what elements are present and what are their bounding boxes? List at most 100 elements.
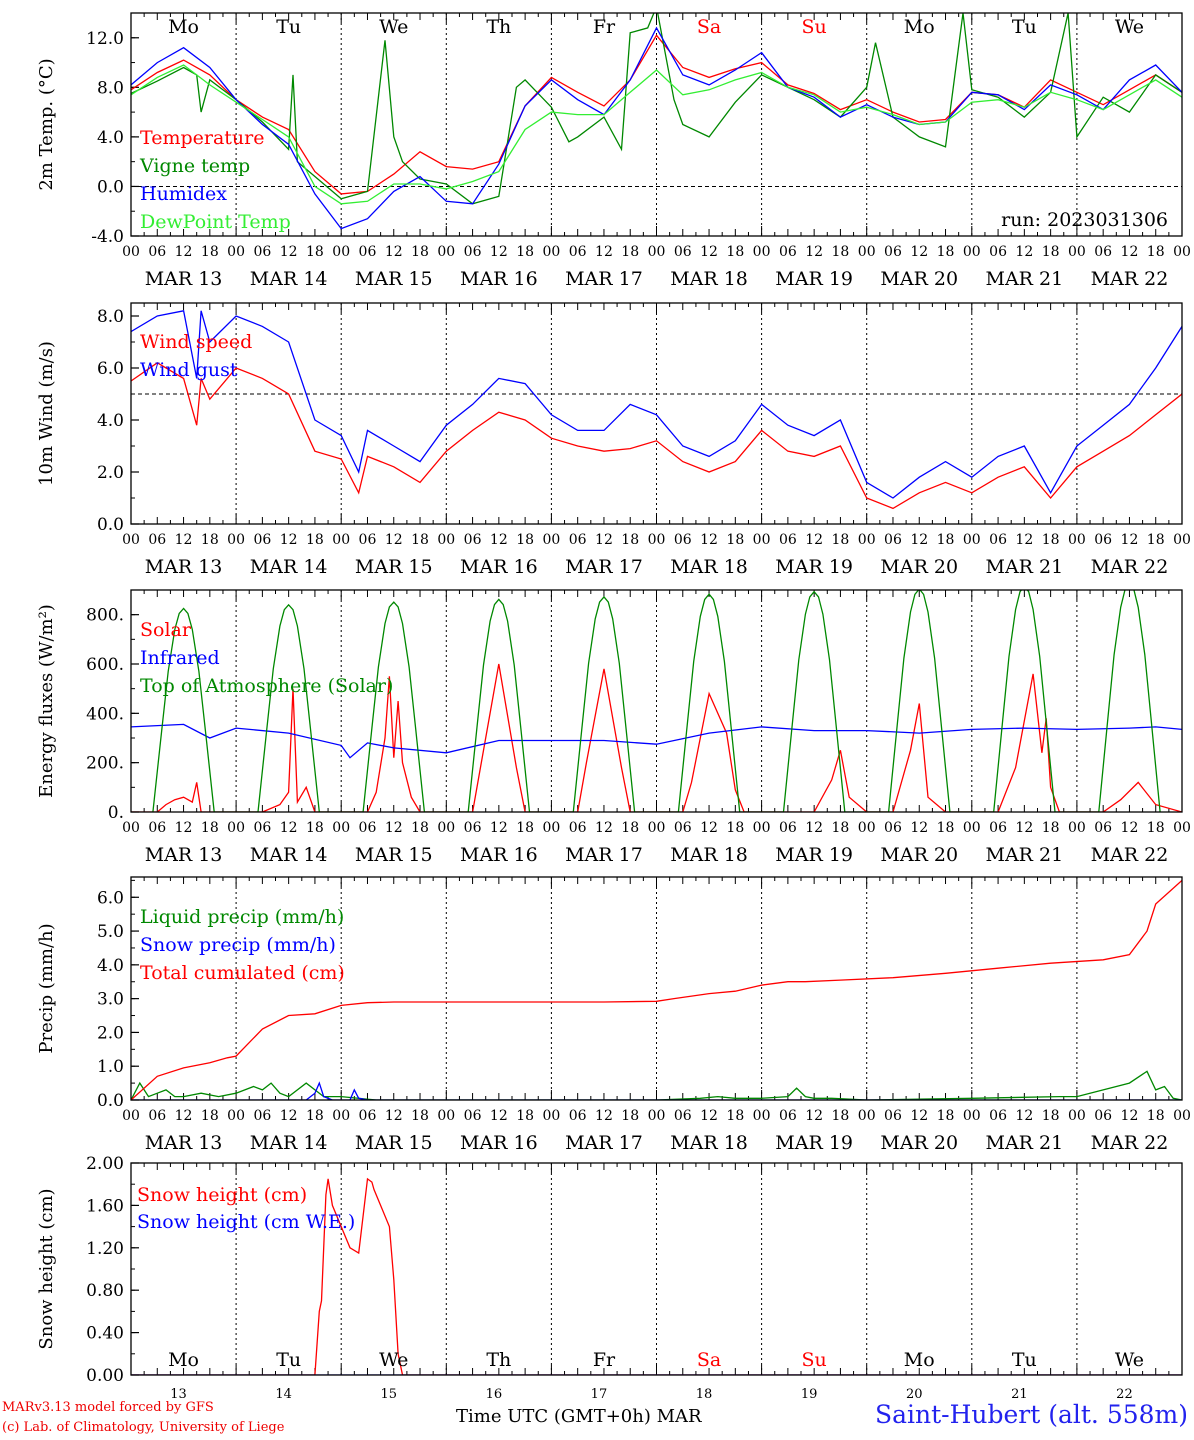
hour-label: 06 (253, 532, 271, 548)
hour-label: 12 (1015, 244, 1033, 260)
hour-label: 12 (910, 532, 928, 548)
y-tick-label: 1.60 (86, 1196, 124, 1216)
date-label: MAR 18 (670, 1132, 748, 1154)
model-credit: MARv3.13 model forced by GFS (2, 1400, 214, 1415)
hour-label: 00 (648, 532, 666, 548)
hour-label: 12 (490, 1108, 508, 1124)
run-label: run: 2023031306 (1001, 209, 1168, 231)
hour-label: 00 (122, 1108, 140, 1124)
y-tick-label: 4.0 (97, 956, 124, 976)
date-number: 16 (486, 1387, 503, 1402)
hour-label: 00 (648, 820, 666, 836)
hour-label: 00 (753, 820, 771, 836)
hour-label: 06 (464, 532, 482, 548)
y-tick-label: 0.80 (86, 1281, 124, 1301)
y-tick-label: 4.0 (97, 128, 124, 148)
hour-label: 06 (1094, 820, 1112, 836)
date-label: MAR 16 (460, 556, 538, 578)
date-label: MAR 19 (775, 268, 853, 290)
date-label: MAR 14 (250, 1132, 328, 1154)
y-tick-label: 2.00 (86, 1154, 124, 1174)
hour-label: 18 (201, 1108, 219, 1124)
legend-entry: Vigne temp (139, 155, 250, 177)
date-label: MAR 14 (250, 268, 328, 290)
date-label: MAR 22 (1091, 1132, 1169, 1154)
hour-label: 12 (1121, 820, 1139, 836)
hour-label: 12 (175, 532, 193, 548)
series-line-temperature (131, 34, 1182, 195)
hour-label: 12 (910, 1108, 928, 1124)
plot-frame (130, 302, 1183, 525)
series-line-liquid-precip-mm-h (131, 1070, 1182, 1100)
hour-label: 06 (674, 820, 692, 836)
time-axis-title: Time UTC (GMT+0h) (456, 1406, 651, 1427)
hour-label: 12 (595, 532, 613, 548)
hour-label: 18 (411, 820, 429, 836)
y-tick-label: 8.0 (97, 307, 124, 327)
hour-label: 12 (700, 244, 718, 260)
day-name: Th (486, 1349, 511, 1371)
hour-label: 00 (648, 244, 666, 260)
hour-label: 06 (1094, 1108, 1112, 1124)
day-name: Mo (168, 1349, 199, 1371)
hour-label: 12 (385, 1108, 403, 1124)
hour-label: 18 (621, 244, 639, 260)
date-label: MAR 20 (880, 1132, 958, 1154)
y-tick-label: 200. (86, 754, 124, 774)
date-label: MAR 19 (775, 556, 853, 578)
legend-entry: Total cumulated (cm) (140, 962, 345, 984)
y-tick-label: 4.0 (97, 411, 124, 431)
hour-label: 06 (569, 1108, 587, 1124)
hour-label: 18 (201, 244, 219, 260)
hour-label: 18 (937, 820, 955, 836)
hour-label: 12 (280, 244, 298, 260)
date-label: MAR 15 (355, 844, 433, 866)
hour-label: 18 (937, 532, 955, 548)
hour-label: 12 (280, 1108, 298, 1124)
hour-label: 00 (332, 1108, 350, 1124)
series-line-snow-height-cm (131, 1177, 1182, 1375)
hour-label: 06 (569, 532, 587, 548)
hour-label: 00 (1173, 1108, 1191, 1124)
date-label: MAR 21 (985, 844, 1063, 866)
day-name: Mo (168, 16, 199, 38)
hour-label: 12 (280, 820, 298, 836)
date-label: MAR 20 (880, 556, 958, 578)
hour-label: 00 (332, 820, 350, 836)
hour-label: 18 (1042, 244, 1060, 260)
panel-2: 0.0 2.0 4.0 6.0 8.0 Wind speed Wind gust 10m Wi… (36, 302, 1191, 578)
hour-label: 00 (227, 820, 245, 836)
hour-label: 18 (411, 244, 429, 260)
hour-label: 12 (700, 532, 718, 548)
hour-label: 00 (122, 532, 140, 548)
y-tick-label: 12.0 (86, 29, 124, 49)
date-label: MAR 17 (565, 844, 643, 866)
legend-entry: Snow height (cm) (137, 1184, 307, 1206)
hour-label: 06 (569, 244, 587, 260)
hour-label: 00 (963, 244, 981, 260)
hour-label: 18 (516, 532, 534, 548)
hour-label: 18 (1042, 820, 1060, 836)
hour-label: 12 (595, 820, 613, 836)
y-tick-label: 3.0 (97, 990, 124, 1010)
hour-label: 12 (385, 820, 403, 836)
hour-label: 12 (595, 244, 613, 260)
panel-5: 0.00 0.40 0.80 1.20 1.60 2.00 Snow height (cm)… (36, 1154, 1183, 1386)
hour-label: 06 (359, 1108, 377, 1124)
hour-label: 18 (832, 532, 850, 548)
hour-label: 00 (1173, 820, 1191, 836)
hour-label: 06 (464, 1108, 482, 1124)
series-line-snow-precip-mm-h (131, 1081, 1182, 1100)
series-line-dewpoint-temp (131, 64, 1182, 205)
hour-label: 18 (832, 820, 850, 836)
day-name: Su (802, 1349, 827, 1371)
day-name: Tu (276, 1349, 301, 1371)
hour-label: 12 (700, 820, 718, 836)
y-axis-label: Energy fluxes (W/m²) (36, 604, 57, 798)
hour-label: 12 (175, 244, 193, 260)
hour-label: 12 (1121, 244, 1139, 260)
hour-label: 18 (201, 532, 219, 548)
date-label: MAR 13 (145, 268, 223, 290)
hour-label: 00 (542, 1108, 560, 1124)
hour-label: 00 (437, 532, 455, 548)
